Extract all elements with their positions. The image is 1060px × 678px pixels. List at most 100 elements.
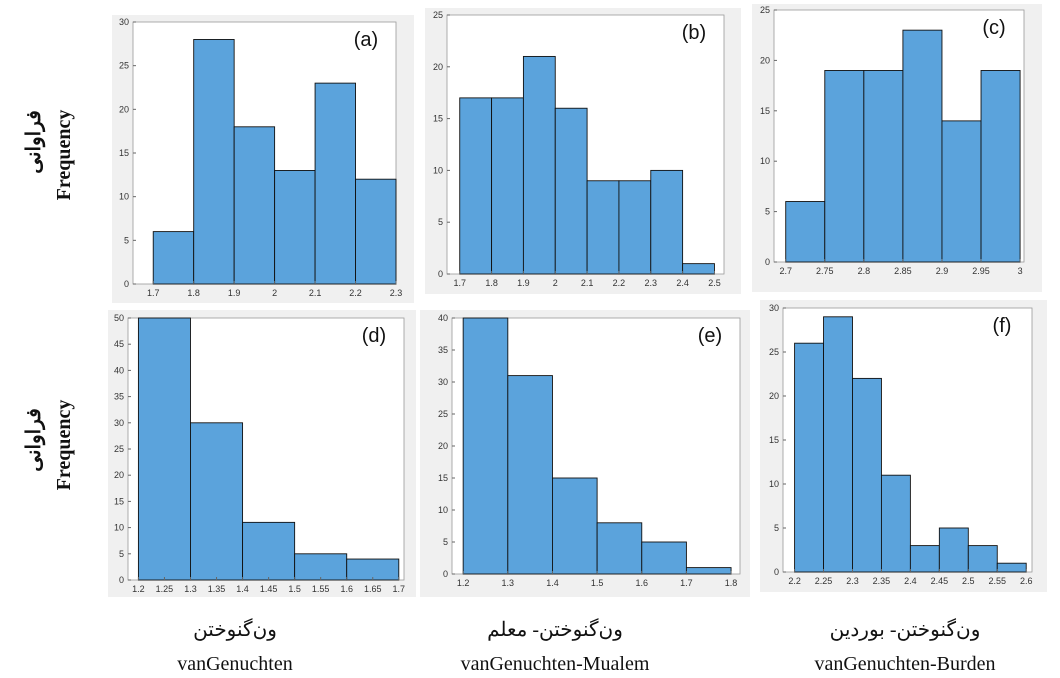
- y-tick-label: 30: [769, 303, 779, 313]
- y-tick-label: 25: [438, 409, 448, 419]
- y-tick-label: 10: [760, 156, 770, 166]
- x-tick-label: 2.6: [1020, 576, 1033, 586]
- y-tick-label: 10: [114, 523, 124, 533]
- bar: [996, 562, 1027, 573]
- panel-label: (e): [698, 325, 722, 347]
- x-tick-label: 2.85: [894, 266, 912, 276]
- x-tick-label: 1.25: [156, 584, 174, 594]
- x-tick-label: 2.45: [931, 576, 949, 586]
- y-tick-label: 45: [114, 339, 124, 349]
- column-label: vanGenuchten-Burden: [814, 653, 995, 675]
- panel-label: (f): [993, 315, 1012, 337]
- row-label: Frequency: [53, 400, 75, 491]
- row-label-fa: فراوانی: [23, 110, 46, 174]
- x-tick-label: 2.8: [858, 266, 871, 276]
- x-tick-label: 1.4: [546, 578, 559, 588]
- bar: [314, 82, 356, 285]
- y-tick-label: 0: [119, 575, 124, 585]
- bar: [909, 545, 940, 573]
- x-tick-label: 2.95: [972, 266, 990, 276]
- bar: [650, 169, 684, 275]
- y-tick-label: 30: [438, 377, 448, 387]
- y-tick-label: 25: [114, 444, 124, 454]
- bar: [641, 541, 687, 575]
- x-tick-label: 1.45: [260, 584, 278, 594]
- y-tick-label: 10: [769, 479, 779, 489]
- bar: [785, 201, 826, 263]
- x-tick-label: 1.65: [364, 584, 382, 594]
- x-tick-label: 1.55: [312, 584, 330, 594]
- bar: [682, 263, 715, 275]
- x-tick-label: 2.3: [846, 576, 859, 586]
- x-tick-label: 1.35: [208, 584, 226, 594]
- x-tick-label: 1.7: [393, 584, 406, 594]
- y-tick-label: 15: [433, 114, 443, 124]
- y-tick-label: 50: [114, 313, 124, 323]
- y-tick-label: 10: [438, 505, 448, 515]
- bar: [554, 107, 588, 275]
- y-tick-label: 0: [438, 269, 443, 279]
- column-label-fa: ون‌گنوختن- بوردین: [830, 618, 981, 641]
- y-tick-label: 15: [769, 435, 779, 445]
- y-tick-label: 20: [114, 470, 124, 480]
- y-tick-label: 5: [443, 537, 448, 547]
- y-tick-label: 0: [124, 279, 129, 289]
- bar: [823, 316, 853, 573]
- y-tick-label: 0: [774, 567, 779, 577]
- y-tick-label: 40: [114, 365, 124, 375]
- x-tick-label: 2.3: [390, 288, 403, 298]
- y-tick-label: 25: [433, 10, 443, 20]
- y-tick-label: 15: [119, 148, 129, 158]
- x-tick-label: 2.75: [816, 266, 834, 276]
- y-tick-label: 25: [760, 5, 770, 15]
- y-tick-label: 20: [760, 55, 770, 65]
- y-tick-label: 35: [438, 345, 448, 355]
- x-tick-label: 2.35: [873, 576, 891, 586]
- panel-label: (a): [354, 29, 378, 51]
- x-tick-label: 1.5: [591, 578, 604, 588]
- x-tick-label: 2: [553, 278, 558, 288]
- x-tick-label: 1.3: [184, 584, 197, 594]
- panel-label: (c): [982, 17, 1005, 39]
- bar: [491, 97, 524, 275]
- y-tick-label: 5: [124, 235, 129, 245]
- bar: [242, 521, 296, 581]
- bar: [459, 97, 493, 275]
- x-tick-label: 1.7: [680, 578, 693, 588]
- bar: [980, 70, 1021, 263]
- x-tick-label: 2.2: [349, 288, 362, 298]
- bar: [618, 180, 652, 275]
- x-tick-label: 2.7: [779, 266, 792, 276]
- x-tick-label: 1.6: [340, 584, 353, 594]
- x-tick-label: 2.1: [581, 278, 594, 288]
- y-tick-label: 5: [774, 523, 779, 533]
- bar: [794, 342, 824, 573]
- x-tick-label: 3: [1018, 266, 1023, 276]
- x-tick-label: 1.5: [288, 584, 301, 594]
- bar: [462, 317, 509, 575]
- y-tick-label: 25: [119, 61, 129, 71]
- x-tick-label: 1.2: [132, 584, 145, 594]
- x-tick-label: 1.8: [187, 288, 200, 298]
- bar: [193, 39, 235, 285]
- x-tick-label: 2.3: [645, 278, 658, 288]
- y-tick-label: 0: [443, 569, 448, 579]
- x-tick-label: 2.25: [815, 576, 833, 586]
- y-tick-label: 20: [433, 62, 443, 72]
- row-label: Frequency: [53, 110, 75, 201]
- bar: [852, 377, 882, 573]
- x-tick-label: 1.9: [517, 278, 530, 288]
- bar: [294, 553, 348, 581]
- x-tick-label: 1.8: [725, 578, 738, 588]
- bar: [863, 70, 904, 263]
- bar: [824, 70, 865, 263]
- y-tick-label: 20: [438, 441, 448, 451]
- x-tick-label: 1.2: [457, 578, 470, 588]
- y-tick-label: 35: [114, 392, 124, 402]
- bar: [274, 170, 316, 285]
- bar: [880, 474, 911, 573]
- bar: [137, 317, 191, 581]
- bar: [938, 527, 969, 573]
- bar: [346, 558, 400, 581]
- x-tick-label: 2.9: [936, 266, 949, 276]
